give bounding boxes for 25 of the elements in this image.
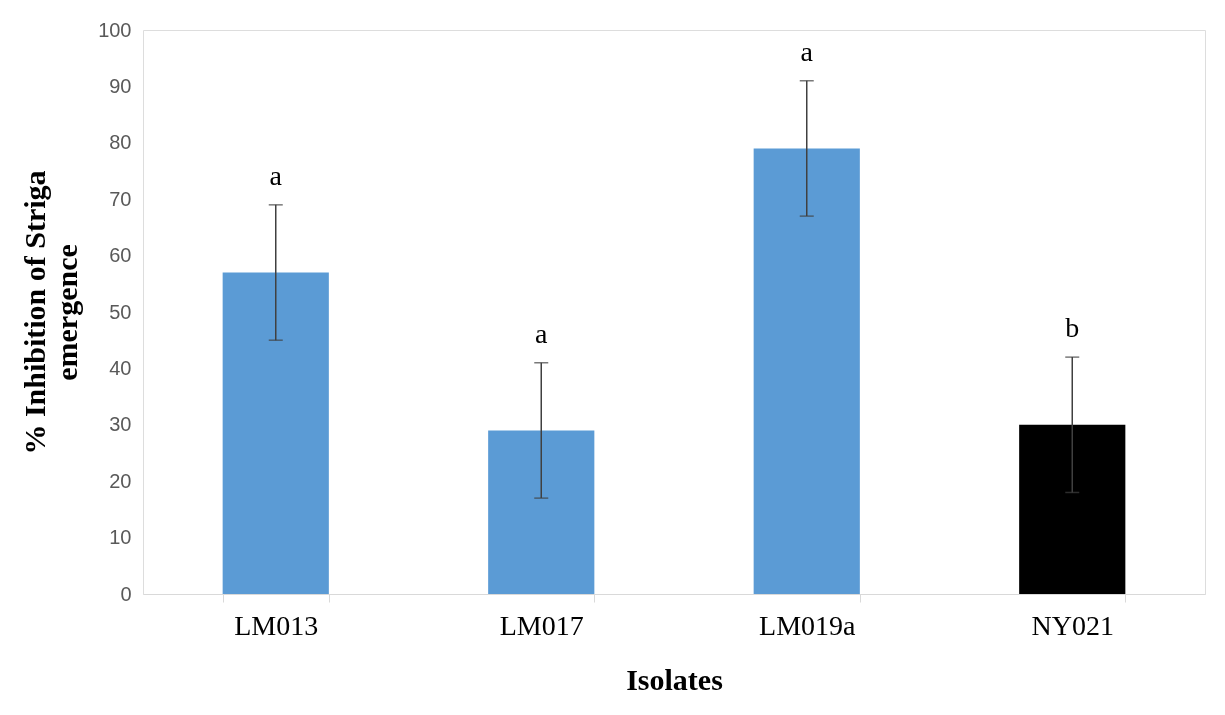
y-tick-label: 10 (109, 526, 132, 549)
y-tick-label: 70 (109, 187, 132, 210)
x-tick-label: LM013 (234, 609, 319, 641)
bar (488, 430, 595, 594)
y-tick-label: 20 (109, 469, 132, 492)
y-axis-title: % Inhibition of Striga emergence (18, 170, 84, 455)
y-tick-label: 0 (120, 582, 132, 605)
x-tick-label: LM019a (759, 609, 857, 641)
annotation: a (269, 159, 283, 191)
x-tick-label: NY021 (1031, 609, 1114, 641)
annotation: b (1065, 312, 1080, 344)
y-tick-label: 100 (98, 18, 132, 41)
x-axis-title: Isolates (626, 662, 723, 696)
y-tick-label: 60 (109, 244, 132, 267)
bar (1019, 424, 1126, 594)
bar (753, 148, 860, 594)
annotation: a (800, 35, 814, 67)
y-tick-label: 80 (109, 131, 132, 154)
x-tick-label: LM017 (499, 609, 584, 641)
y-tick-label: 30 (109, 413, 132, 436)
y-tick-label: 40 (109, 356, 132, 379)
y-tick-label: 90 (109, 74, 132, 97)
y-tick-label: 50 (109, 300, 132, 323)
bar (222, 272, 329, 594)
annotation: a (535, 317, 549, 349)
